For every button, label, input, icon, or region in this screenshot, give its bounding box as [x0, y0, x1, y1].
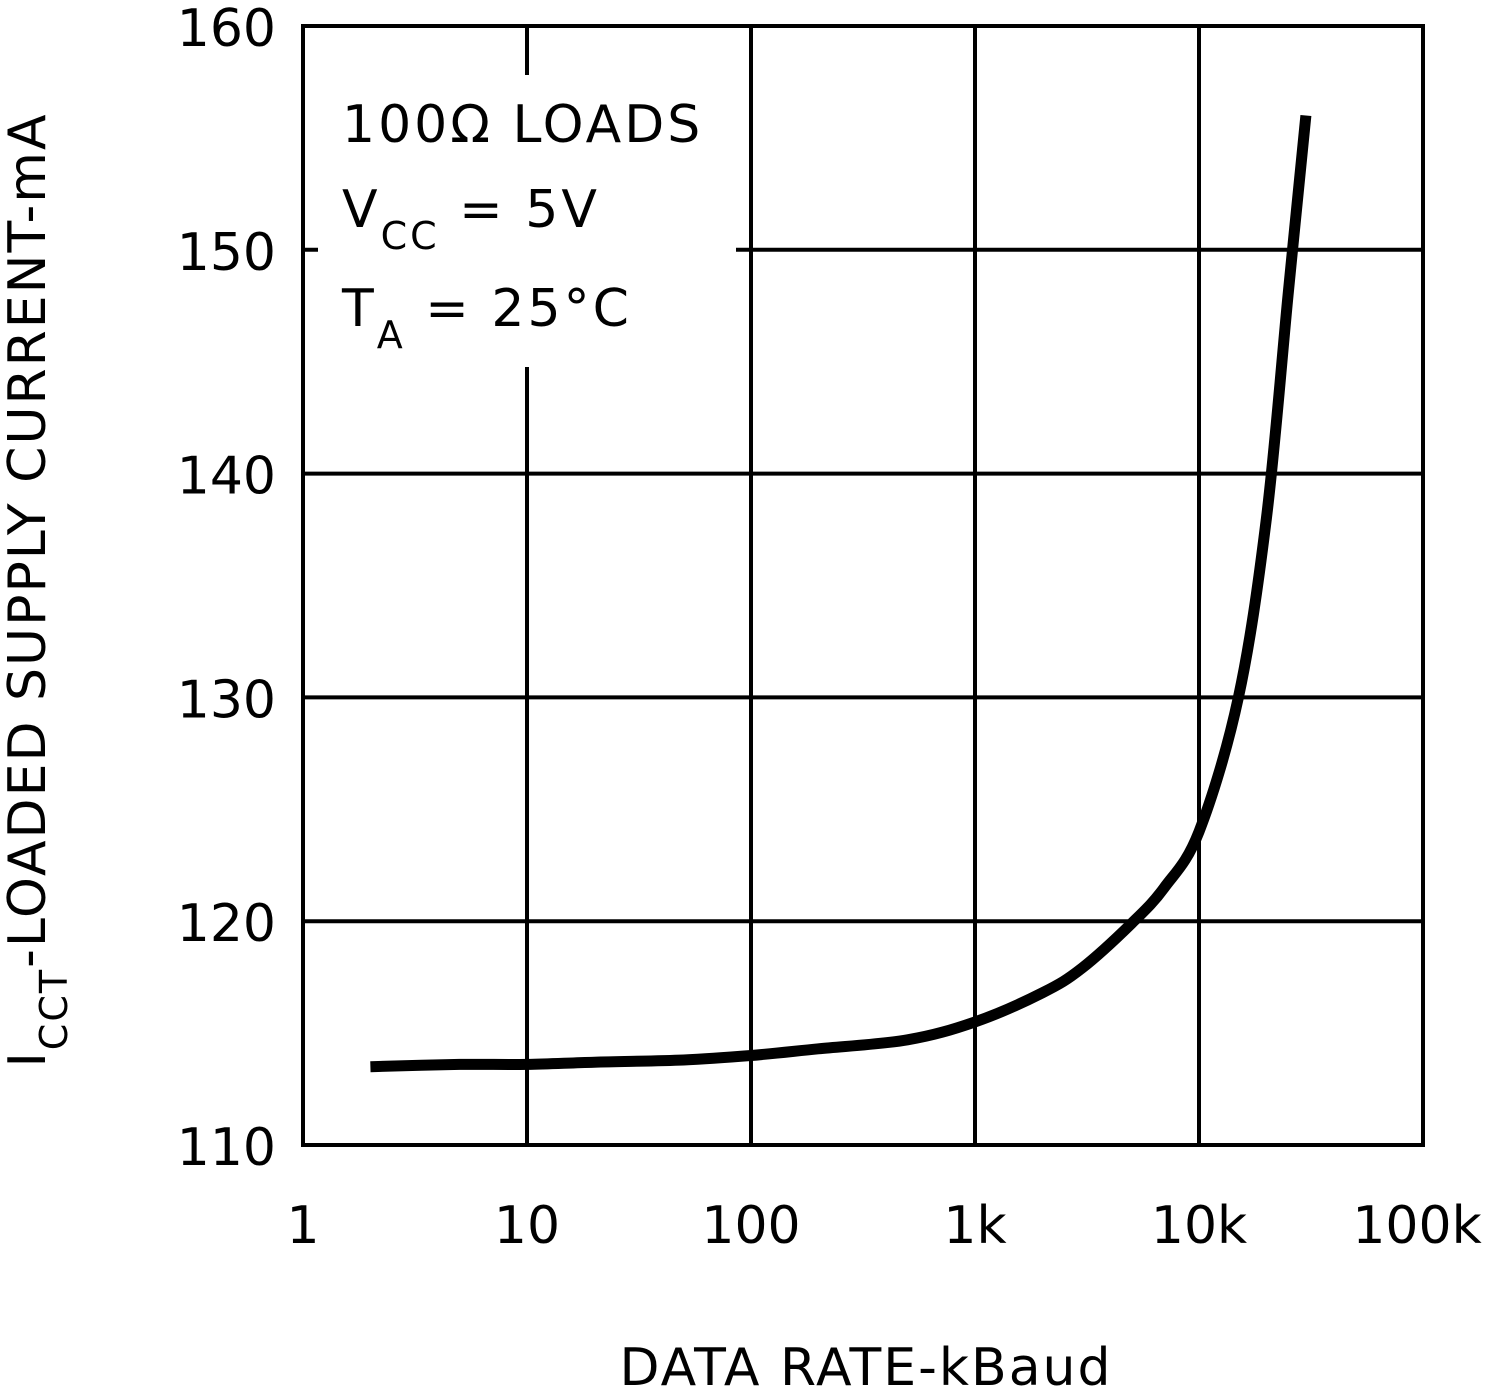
- y-tick-label: 150: [177, 223, 276, 283]
- series-line-icct: [370, 114, 1312, 1073]
- y-axis-title-prefix: I: [0, 1050, 58, 1067]
- x-tick-label: 1: [286, 1196, 319, 1256]
- annotation-ta-value: = 25°C: [406, 279, 632, 339]
- annotation-vcc-subscript: CC: [381, 214, 440, 258]
- annotation-background: [318, 75, 736, 367]
- y-tick-label: 140: [177, 447, 276, 507]
- annotation-vcc-value: = 5V: [440, 180, 600, 240]
- annotation-loads: 100Ω LOADS: [342, 95, 703, 155]
- annotation-ta-symbol: T: [341, 279, 377, 339]
- y-tick-label: 110: [177, 1118, 276, 1178]
- annotation-vcc: VCC = 5V: [342, 180, 600, 258]
- y-tick-label: 160: [177, 0, 276, 59]
- annotation-box: 100Ω LOADS VCC = 5V TA = 25°C: [318, 75, 736, 367]
- x-axis-title: DATA RATE-kBaud: [619, 1338, 1112, 1390]
- annotation-ta-subscript: A: [377, 313, 406, 357]
- x-tick-label: 10: [494, 1196, 560, 1256]
- annotation-vcc-symbol: V: [342, 180, 381, 240]
- x-tick-label: 100k: [1352, 1196, 1481, 1256]
- x-tick-label: 1k: [943, 1196, 1006, 1256]
- y-tick-label: 130: [177, 670, 276, 730]
- x-tick-labels: 1 10 100 1k 10k 100k: [286, 1196, 1481, 1256]
- y-axis-title-text: -LOADED SUPPLY CURRENT-mA: [0, 112, 58, 967]
- y-tick-labels: 110 120 130 140 150 160: [177, 0, 276, 1178]
- y-tick-label: 120: [177, 894, 276, 954]
- y-axis-title-subscript: CCT: [32, 968, 76, 1050]
- annotation-ta: TA = 25°C: [341, 279, 632, 357]
- y-axis-title: ICCT-LOADED SUPPLY CURRENT-mA: [0, 112, 76, 1067]
- x-tick-label: 100: [701, 1196, 800, 1256]
- plot-frame: [301, 24, 1425, 1147]
- x-tick-label: 10k: [1151, 1196, 1247, 1256]
